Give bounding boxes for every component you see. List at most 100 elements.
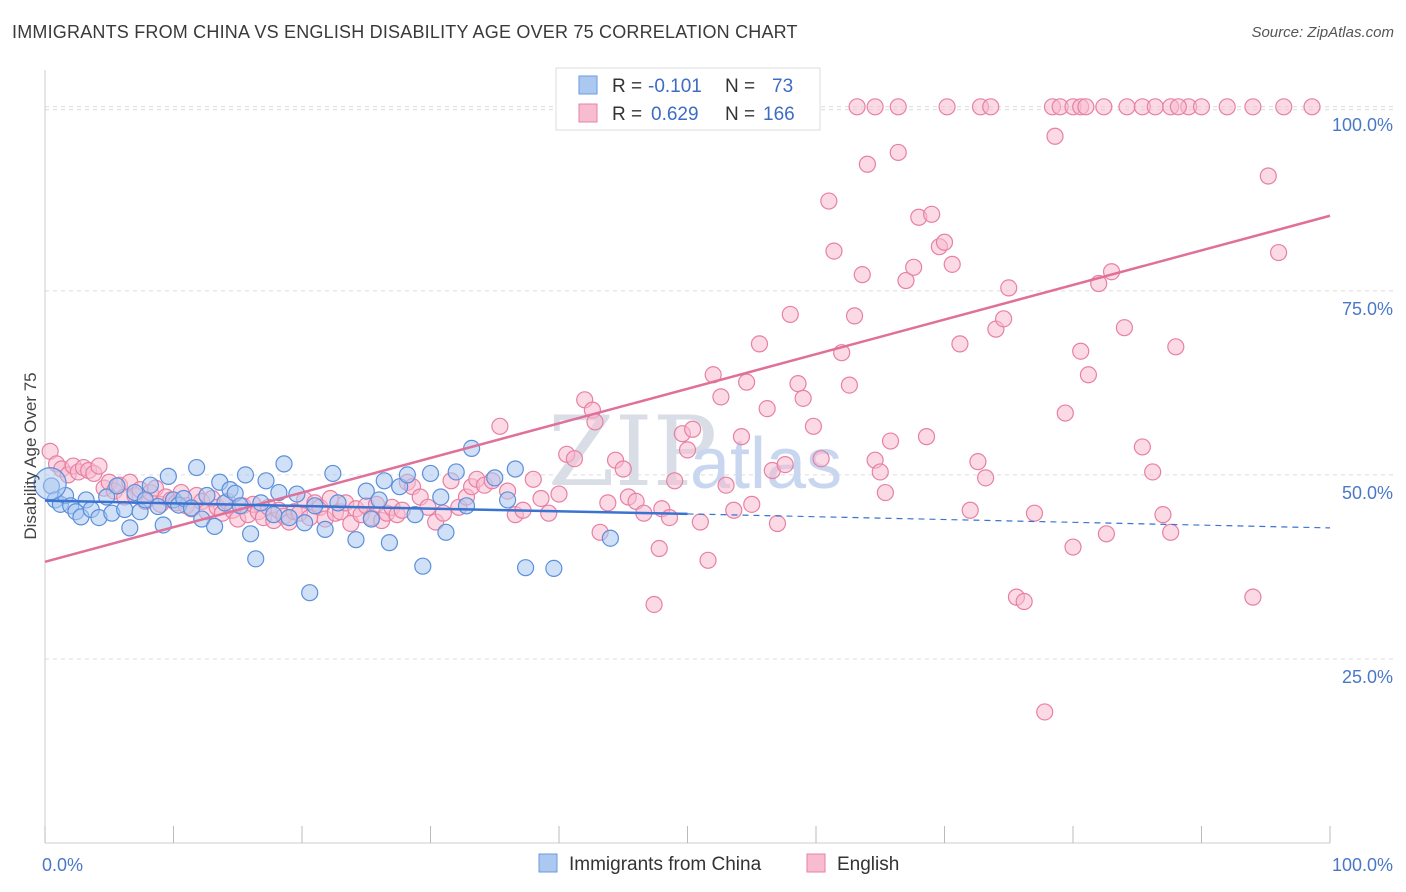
english-point (1072, 342, 1090, 360)
english-point (935, 233, 954, 251)
english-point (565, 450, 584, 468)
china-point (116, 500, 134, 519)
y-tick-label: 50.0% (1342, 483, 1393, 503)
english-point (923, 205, 941, 223)
english-point (866, 98, 884, 116)
china-point (421, 464, 440, 483)
english-point (1169, 98, 1187, 116)
english-point (645, 595, 663, 614)
english-point (905, 258, 923, 276)
english-point (881, 432, 900, 450)
legend-box: R = -0.101 N = 73 R = 0.629 N = 166 (555, 67, 821, 131)
english-point (750, 335, 769, 353)
english-point (969, 453, 987, 471)
english-point (951, 335, 969, 353)
english-point (768, 514, 787, 533)
english-point (1015, 592, 1033, 611)
x-tick-label: 100.0% (1332, 855, 1393, 875)
english-point (758, 400, 776, 418)
english-point (943, 255, 961, 273)
english-point (725, 501, 743, 519)
y-tick-label: 100.0% (1332, 115, 1393, 135)
english-point (532, 489, 550, 508)
english-point (1146, 98, 1164, 116)
english-point (938, 98, 956, 116)
bottom-legend-label-english: English (837, 854, 899, 875)
china-point (188, 458, 206, 477)
english-point (977, 469, 995, 487)
x-tick-labels: 0.0% 100.0% (42, 855, 1393, 875)
english-point (845, 307, 864, 325)
legend-n-value: 166 (763, 104, 795, 125)
china-point (357, 482, 375, 500)
english-point (1244, 588, 1262, 606)
english-point (1154, 506, 1172, 524)
english-point (871, 463, 889, 481)
china-point (198, 486, 216, 505)
legend-n-label: N = (725, 104, 755, 125)
english-point (853, 266, 871, 284)
english-point (781, 305, 799, 324)
english-point (743, 495, 761, 513)
english-point (858, 155, 877, 173)
english-point (840, 376, 859, 394)
english-point (982, 98, 1000, 116)
english-point (794, 389, 812, 407)
trend-line-china-projection (687, 513, 1331, 529)
english-point (825, 242, 843, 260)
english-point (1000, 279, 1018, 297)
china-point (486, 469, 504, 487)
legend-r-label: R = (612, 76, 642, 97)
china-point (370, 491, 388, 509)
english-point (1192, 98, 1211, 116)
english-point (717, 476, 735, 494)
english-point (699, 551, 717, 569)
series-immigrants-from-china (33, 439, 620, 602)
legend-r-label: R = (612, 104, 642, 125)
trend-line-china (44, 499, 688, 516)
english-point (1097, 525, 1116, 543)
english-point (1244, 98, 1262, 116)
legend-r-value: -0.101 (648, 76, 702, 97)
english-point (614, 460, 632, 478)
china-point (280, 509, 298, 527)
english-point (540, 504, 558, 522)
english-point (712, 388, 730, 406)
english-point (1303, 98, 1321, 116)
legend-swatch-english (578, 103, 598, 123)
legend-swatch-china (578, 75, 598, 95)
english-point (738, 373, 756, 391)
english-point (660, 509, 679, 527)
china-point (159, 467, 177, 485)
china-point (437, 523, 455, 541)
english-point (90, 457, 108, 475)
legend-n-label: N = (725, 76, 755, 97)
bottom-legend: Immigrants from China English (538, 853, 899, 875)
english-point (812, 450, 830, 468)
english-point (1162, 523, 1180, 541)
english-point (889, 143, 907, 162)
y-tick-labels: 25.0% 50.0% 75.0% 100.0% (1332, 115, 1393, 687)
chart-title: IMMIGRANTS FROM CHINA VS ENGLISH DISABIL… (12, 22, 798, 42)
english-point (876, 483, 894, 502)
y-tick-label: 75.0% (1342, 299, 1393, 319)
china-point (265, 506, 283, 524)
english-point (666, 472, 684, 490)
china-point (406, 506, 424, 524)
china-point (301, 584, 319, 602)
axes (44, 70, 1331, 844)
china-point (295, 514, 314, 532)
x-tick-label: 0.0% (42, 855, 83, 875)
china-point (141, 476, 159, 494)
english-point (599, 494, 617, 512)
english-point (1095, 98, 1113, 116)
china-point (149, 497, 167, 516)
english-point (995, 310, 1013, 328)
english-point (1167, 338, 1185, 356)
china-point (247, 550, 265, 568)
china-point (121, 519, 139, 537)
trend-lines (44, 214, 1331, 563)
bottom-legend-label-china: Immigrants from China (569, 854, 762, 875)
english-point (1218, 98, 1236, 116)
english-point (1046, 127, 1064, 145)
